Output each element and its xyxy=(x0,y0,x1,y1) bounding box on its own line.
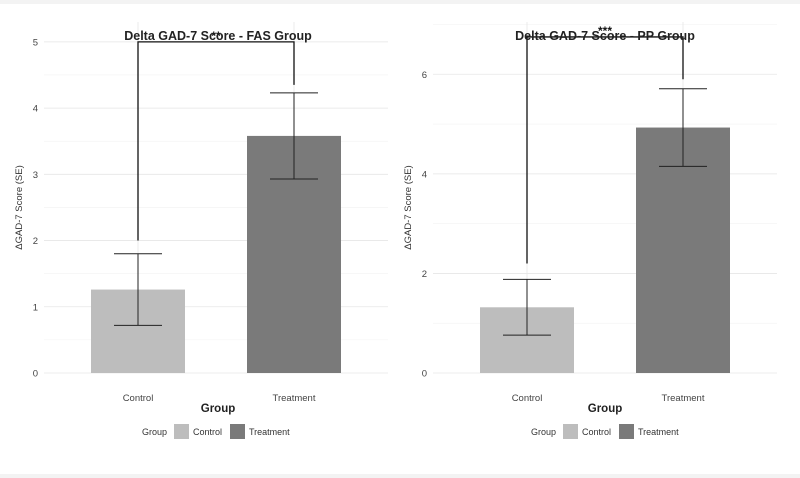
legend-title: Group xyxy=(142,427,167,437)
bar-treatment xyxy=(636,127,730,373)
x-tick-label: Treatment xyxy=(662,393,705,404)
significance-bracket xyxy=(137,41,295,241)
legend-label-control: Control xyxy=(193,427,222,437)
y-tick-label: 4 xyxy=(422,169,427,180)
chart-title: Delta GAD-7 Score - FAS Group xyxy=(124,29,312,43)
figure-svg: 0 1 2 3 4 5 ** Control Treatment Delta GAD-7 Scor… xyxy=(14,22,777,439)
y-axis-title: ΔGAD-7 Score (SE) xyxy=(403,165,414,249)
x-axis-title: Group xyxy=(201,403,236,415)
legend-label-control: Control xyxy=(582,427,611,437)
figure-canvas: 0 1 2 3 4 5 ** Control Treatment Delta GAD-7 Scor… xyxy=(0,4,800,474)
legend: Group Control Treatment xyxy=(531,424,679,439)
significance-label: ** xyxy=(211,29,221,43)
x-tick-label: Control xyxy=(512,393,543,404)
y-tick-label: 4 xyxy=(33,104,38,115)
legend-label-treatment: Treatment xyxy=(638,427,679,437)
y-tick-label: 1 xyxy=(33,302,38,313)
legend-swatch-control xyxy=(174,424,189,439)
y-tick-label: 2 xyxy=(33,236,38,247)
significance-bracket xyxy=(526,36,684,264)
legend-title: Group xyxy=(531,427,556,437)
x-tick-label: Control xyxy=(123,393,154,404)
significance-label: *** xyxy=(598,24,612,38)
x-axis-title: Group xyxy=(588,403,623,415)
legend-swatch-treatment xyxy=(619,424,634,439)
legend-swatch-control xyxy=(563,424,578,439)
legend-swatch-treatment xyxy=(230,424,245,439)
chart-title: Delta GAD-7 Score - PP Group xyxy=(515,29,695,43)
y-tick-label: 0 xyxy=(422,369,427,380)
x-tick-label: Treatment xyxy=(273,393,316,404)
y-tick-label: 5 xyxy=(33,37,38,48)
y-tick-label: 3 xyxy=(33,170,38,181)
y-axis-title: ΔGAD-7 Score (SE) xyxy=(14,165,25,249)
y-tick-label: 0 xyxy=(33,369,38,380)
legend: Group Control Treatment xyxy=(142,424,290,439)
chart-panel-2: 0 2 4 6 *** Control Treatment Delta GAD-7 Score… xyxy=(403,22,777,439)
chart-panel-1: 0 1 2 3 4 5 ** Control Treatment Delta GAD-7 Scor… xyxy=(14,22,388,439)
y-tick-label: 6 xyxy=(422,70,427,81)
legend-label-treatment: Treatment xyxy=(249,427,290,437)
y-tick-label: 2 xyxy=(422,269,427,280)
